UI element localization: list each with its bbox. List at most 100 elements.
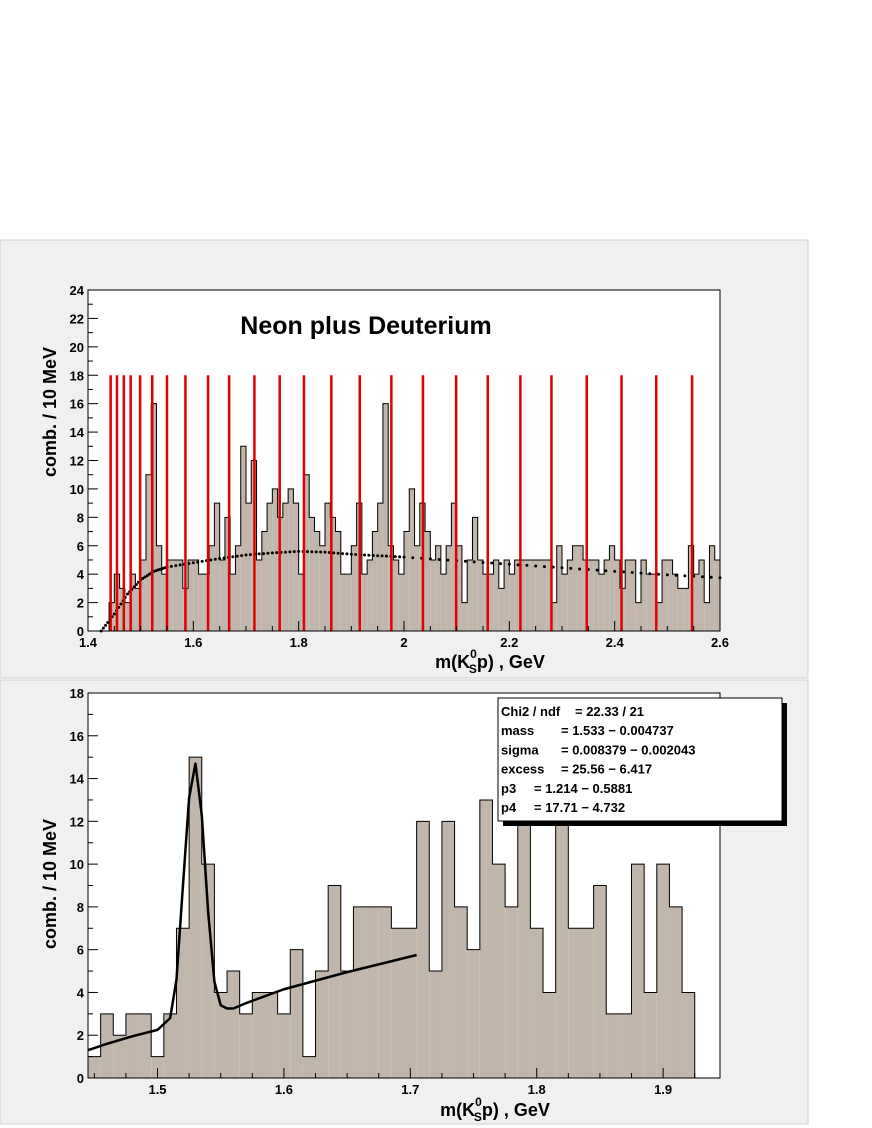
- background-fit-dot: [472, 560, 476, 564]
- hist-bar: [325, 503, 331, 631]
- background-fit-dot: [367, 553, 371, 557]
- background-fit-dot: [235, 554, 239, 558]
- background-fit-dot: [196, 560, 200, 564]
- x-tick-label: 1.6: [275, 1082, 293, 1097]
- background-fit-dot: [231, 555, 235, 559]
- hist-bar: [630, 559, 636, 631]
- hist-bar: [377, 503, 383, 631]
- background-fit-dot: [187, 562, 191, 566]
- top-x-axis-title: m(K0 Sp) , GeV: [435, 647, 545, 676]
- hist-bar: [201, 864, 215, 1078]
- hist-bar: [635, 602, 641, 631]
- background-fit-dot: [244, 553, 248, 557]
- background-fit-dot: [595, 568, 599, 572]
- background-fit-dot: [319, 550, 323, 554]
- background-fit-dot: [516, 563, 520, 567]
- background-fit-dot: [578, 567, 582, 571]
- top-x-axis-title-pre: m(K: [435, 652, 470, 672]
- hist-bar: [277, 1013, 291, 1078]
- hist-bar: [315, 971, 329, 1078]
- background-fit-dot: [314, 550, 318, 554]
- hist-bar: [367, 559, 373, 631]
- background-fit-dot: [542, 565, 546, 569]
- hist-bar: [461, 602, 468, 631]
- hist-bar: [517, 821, 531, 1078]
- hist-bar: [88, 1056, 101, 1078]
- hist-bar: [669, 906, 683, 1078]
- hist-bar: [140, 559, 146, 631]
- hist-bar: [479, 799, 493, 1078]
- hist-bar: [391, 928, 404, 1078]
- hist-bar: [656, 602, 663, 631]
- hist-bar: [340, 574, 347, 631]
- stats-label: excess: [501, 762, 544, 777]
- background-fit-dot: [218, 557, 222, 561]
- hist-bar: [441, 821, 455, 1078]
- y-tick-label: 18: [70, 686, 84, 701]
- stats-label: mass: [501, 723, 534, 738]
- bottom-axes: 1.5 1.6 1.7 1.8 1.9 0 2 4 6 8 10 12 14 16 18: [70, 686, 696, 1097]
- bottom-y-axis-title: comb. / 10 MeV: [40, 819, 60, 949]
- hist-bar: [328, 885, 341, 1078]
- hist-bar: [435, 545, 441, 631]
- background-fit-dot: [376, 554, 380, 558]
- stats-value: = 25.56 − 6.417: [561, 762, 652, 777]
- y-tick-label: 10: [70, 482, 84, 497]
- hist-bar: [309, 517, 315, 631]
- y-tick-label: 18: [70, 368, 84, 383]
- hist-bar: [543, 992, 556, 1078]
- hist-bar: [340, 971, 354, 1078]
- hist-bar: [193, 559, 199, 631]
- background-fit-dot: [275, 551, 279, 555]
- background-fit-dot: [499, 562, 503, 566]
- y-tick-label: 24: [70, 283, 85, 298]
- bottom-fit: [87, 762, 417, 1052]
- stats-label: p4: [501, 800, 517, 815]
- background-fit-dot: [174, 564, 178, 568]
- y-tick-label: 2: [77, 1028, 84, 1043]
- hist-bar: [672, 574, 678, 631]
- hist-bar: [567, 559, 573, 631]
- hist-bar: [302, 1056, 316, 1078]
- hist-bar: [498, 588, 505, 631]
- hist-bar: [504, 559, 510, 631]
- hist-bar: [641, 559, 647, 631]
- x-tick-label: 2.6: [711, 635, 729, 650]
- y-tick-label: 0: [77, 624, 84, 639]
- background-fit-dot: [178, 563, 182, 567]
- hist-bar: [429, 971, 442, 1078]
- hist-bar: [530, 928, 544, 1078]
- hist-bar: [562, 574, 568, 631]
- hist-bar: [446, 545, 452, 631]
- hist-bar: [288, 488, 294, 631]
- background-fit-dot: [248, 553, 252, 557]
- background-fit-dot: [341, 552, 345, 556]
- background-fit-dot: [126, 592, 129, 596]
- hist-bar: [677, 588, 684, 631]
- hist-bar: [646, 574, 652, 631]
- background-fit-dot: [119, 602, 123, 606]
- background-fit-dot: [209, 558, 213, 562]
- hist-bar: [125, 1013, 139, 1078]
- y-tick-label: 6: [77, 943, 84, 958]
- hist-bar: [477, 559, 483, 631]
- hist-bar: [535, 559, 541, 631]
- background-fit-dot: [191, 561, 195, 565]
- top-red-markers: [109, 375, 694, 631]
- hist-bar: [714, 559, 720, 631]
- hist-bar: [488, 574, 494, 631]
- hist-bar: [509, 574, 515, 631]
- background-fit-dot: [200, 559, 204, 563]
- hist-bar: [163, 1013, 177, 1078]
- background-fit-dot: [569, 566, 573, 570]
- background-fit-dot: [305, 550, 309, 554]
- y-tick-label: 22: [70, 311, 84, 326]
- hist-bar: [604, 559, 610, 631]
- hist-bar: [404, 928, 417, 1078]
- hist-bar: [282, 503, 289, 631]
- hist-bar: [261, 531, 268, 631]
- hist-bar: [404, 531, 410, 631]
- hist-bar: [224, 517, 231, 631]
